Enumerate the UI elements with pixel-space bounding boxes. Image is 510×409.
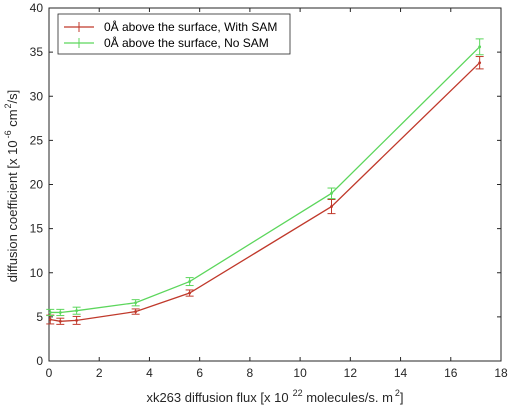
error-bar bbox=[185, 289, 194, 297]
legend-label-2: 0Å above the surface, No SAM bbox=[104, 35, 269, 50]
x-axis-label-exponent-2: 2 bbox=[395, 388, 400, 398]
data-point bbox=[330, 191, 333, 195]
data-point bbox=[48, 318, 52, 321]
x-tick-label: 10 bbox=[293, 366, 307, 380]
data-point bbox=[75, 309, 79, 313]
x-tick-label: 8 bbox=[247, 366, 254, 380]
legend-box bbox=[57, 13, 291, 55]
x-axis-label-suffix: molecules/s. m bbox=[303, 390, 393, 405]
data-point bbox=[188, 280, 192, 283]
x-axis-label-close: ] bbox=[400, 390, 404, 405]
data-point bbox=[75, 319, 79, 322]
legend: 0Å above the surface, With SAM 0Å above … bbox=[57, 13, 291, 55]
x-axis-label-main: xk263 diffusion flux [x 10 bbox=[146, 390, 288, 405]
data-point bbox=[134, 301, 138, 305]
error-bar bbox=[56, 317, 65, 325]
x-axis-label: xk263 diffusion flux [x 10 22 molecules/s… bbox=[146, 388, 403, 405]
data-point bbox=[478, 45, 482, 49]
data-point bbox=[188, 291, 192, 295]
x-tick-label: 14 bbox=[394, 366, 408, 380]
axis-ticks: 0 2 4 6 8 10 12 14 16 18 0 5 10 15 20 25 30 35 40 bbox=[30, 1, 508, 380]
y-tick-label: 5 bbox=[36, 310, 43, 324]
data-point bbox=[478, 61, 482, 65]
y-axis-label-close: /s] bbox=[5, 90, 20, 104]
y-tick-label: 40 bbox=[30, 1, 44, 15]
y-axis-label-main: diffusion coefficient [x 10 bbox=[5, 140, 20, 282]
x-tick-label: 6 bbox=[196, 366, 203, 380]
data-point bbox=[330, 205, 333, 208]
y-axis-label-exponent: -6 bbox=[3, 130, 13, 138]
error-bar bbox=[72, 315, 81, 325]
error-bar bbox=[475, 38, 484, 56]
data-point bbox=[134, 310, 138, 313]
x-tick-label: 4 bbox=[146, 366, 153, 380]
x-tick-label: 0 bbox=[46, 366, 53, 380]
error-bar bbox=[56, 308, 65, 317]
x-tick-label: 18 bbox=[494, 366, 508, 380]
y-axis-label: diffusion coefficient [x 10 -6 cm2/s] bbox=[3, 90, 20, 283]
x-tick-label: 12 bbox=[344, 366, 358, 380]
y-tick-label: 20 bbox=[30, 178, 44, 192]
y-tick-label: 15 bbox=[30, 222, 44, 236]
y-tick-label: 10 bbox=[30, 266, 44, 280]
y-tick-label: 30 bbox=[30, 89, 44, 103]
error-bar bbox=[131, 299, 140, 307]
series-layer bbox=[46, 38, 484, 325]
error-bar bbox=[475, 56, 484, 70]
legend-label-1: 0Å above the surface, With SAM bbox=[104, 19, 277, 34]
error-bar bbox=[131, 308, 140, 315]
plot-area bbox=[48, 7, 502, 362]
series-2 bbox=[46, 38, 484, 317]
series-1 bbox=[46, 56, 484, 325]
y-axis-label-exponent-2: 2 bbox=[3, 103, 13, 108]
error-bar bbox=[327, 199, 336, 215]
error-bar bbox=[327, 187, 336, 200]
error-bar bbox=[72, 306, 81, 315]
data-point bbox=[58, 319, 62, 323]
y-tick-label: 35 bbox=[30, 45, 44, 59]
x-tick-label: 2 bbox=[96, 366, 103, 380]
y-tick-label: 25 bbox=[30, 133, 44, 147]
y-axis-label-mid: cm bbox=[5, 109, 20, 130]
data-point bbox=[48, 311, 52, 314]
legend-entry-1: 0Å above the surface, With SAM bbox=[64, 19, 277, 34]
error-bar bbox=[46, 308, 55, 317]
data-point bbox=[58, 311, 62, 314]
y-tick-label: 0 bbox=[36, 354, 43, 368]
x-axis-label-exponent: 22 bbox=[293, 388, 303, 398]
legend-entry-2: 0Å above the surface, No SAM bbox=[64, 35, 269, 50]
error-bar bbox=[185, 277, 194, 287]
x-tick-label: 16 bbox=[444, 366, 458, 380]
